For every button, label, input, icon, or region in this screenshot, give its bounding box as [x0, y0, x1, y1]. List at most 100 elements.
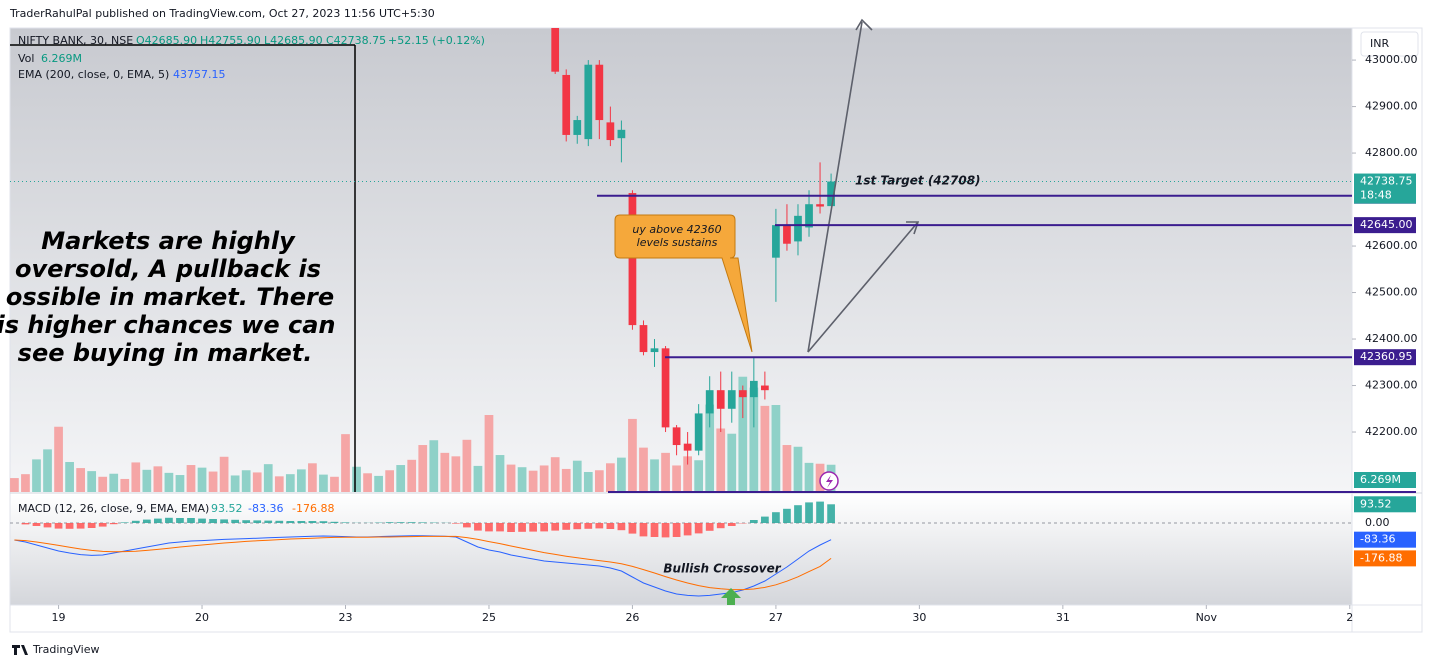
level-tag: 42645.00 — [1360, 218, 1413, 231]
candle-body — [650, 348, 659, 353]
currency-button[interactable] — [1360, 31, 1419, 57]
volume-bar — [528, 470, 538, 492]
level-tag-bg — [1354, 217, 1416, 234]
callout-text: uy above 42360 — [632, 223, 721, 236]
y-tick-label: 42200.00 — [1365, 425, 1418, 438]
volume-bar — [594, 470, 604, 492]
y-tick-label: 42400.00 — [1365, 332, 1418, 345]
note-line: see buying in market. — [18, 339, 313, 367]
y-tick-label: 43000.00 — [1365, 53, 1418, 66]
volume-bar — [793, 446, 803, 492]
note-line: is higher chances we can — [0, 311, 335, 339]
hist-tag-bg — [1354, 496, 1416, 513]
macd-line — [14, 535, 832, 597]
volume-bar — [606, 463, 615, 492]
volume-bar — [252, 472, 262, 492]
histogram-bar — [451, 523, 460, 524]
volume-bar — [230, 475, 240, 492]
arrow — [807, 221, 920, 353]
volume-bar — [473, 465, 483, 492]
histogram-bar — [220, 519, 228, 523]
volume-bar — [672, 465, 681, 492]
volume-bar — [274, 476, 284, 492]
note-line: oversold, A pullback is — [15, 255, 321, 283]
volume-bar — [683, 456, 692, 492]
publisher: TraderRahulPal published on TradingView.… — [9, 7, 435, 20]
footer-brand: TradingView — [32, 643, 99, 656]
volume-tag: 6.269M — [1360, 473, 1401, 486]
histogram-bar — [783, 508, 791, 523]
volume-bar — [363, 473, 372, 492]
volume-bar — [319, 474, 328, 492]
histogram-bar — [198, 518, 206, 523]
volume-bar — [407, 459, 417, 492]
level-tag: 42360.95 — [1360, 350, 1413, 363]
candle-body — [672, 427, 681, 446]
volume-bar — [32, 459, 41, 492]
axes: 43000.00 42900.00 42800.00 42600.00 42500.00… — [52, 53, 1418, 624]
volume-bar — [186, 465, 196, 492]
histogram-bar — [551, 523, 560, 531]
histogram-bar — [65, 523, 74, 529]
volume-bar — [219, 456, 229, 492]
volume-bar — [804, 462, 814, 492]
volume-bar — [462, 439, 472, 492]
candle-body — [738, 390, 747, 398]
histogram-bar — [772, 512, 780, 523]
histogram-bar — [617, 523, 626, 531]
histogram-bar — [418, 522, 427, 523]
histogram-bar — [628, 523, 637, 534]
volume-bar — [694, 460, 704, 492]
volume-bar — [484, 415, 494, 492]
signal-line — [14, 535, 832, 591]
volume-bar — [506, 464, 516, 492]
histogram-bar — [827, 504, 835, 523]
histogram-bar — [142, 519, 151, 523]
logo — [12, 645, 28, 655]
volume-bar — [517, 467, 527, 492]
candle-body — [705, 390, 714, 414]
volume-bar — [572, 460, 582, 492]
volume-bar — [65, 461, 74, 492]
volume-bar — [639, 447, 648, 492]
volume-bar — [164, 472, 174, 492]
volume-bar — [197, 467, 207, 492]
volume-bar — [263, 464, 273, 492]
histogram-bar — [727, 523, 736, 526]
histogram-bar — [176, 518, 184, 523]
candle-body — [727, 390, 736, 409]
crossover-arrow — [721, 588, 741, 605]
x-tick-label: 30 — [912, 611, 926, 624]
volume-bar — [617, 457, 626, 492]
volume-bar — [308, 463, 317, 492]
x-tick-label: 23 — [339, 611, 353, 624]
histogram-bar — [98, 523, 107, 527]
histogram-bar — [672, 523, 681, 537]
histogram-bar — [606, 523, 615, 529]
candle-body — [827, 181, 835, 207]
histogram-bar — [21, 523, 30, 525]
candle-body — [694, 413, 703, 451]
volume-bar — [374, 475, 383, 492]
histogram-bar — [540, 523, 549, 532]
histogram-bar — [694, 523, 703, 534]
histogram-bar — [639, 523, 648, 537]
candle-body — [639, 325, 648, 353]
histogram-bar — [794, 505, 802, 523]
volume-bar — [385, 470, 395, 492]
price-pane — [10, 28, 1352, 492]
last-price-tag — [1354, 173, 1416, 204]
volume-bar — [142, 469, 152, 492]
target-label: 1st Target (42708) — [855, 174, 981, 188]
histogram-bar — [584, 523, 593, 529]
histogram-bar — [308, 521, 317, 523]
x-tick-label: Nov — [1196, 611, 1218, 624]
volume-bar — [87, 471, 97, 492]
legend-vol-value: 6.269M — [41, 52, 82, 65]
callout-text: levels sustains — [637, 236, 718, 249]
note-line: ossible in market. There — [6, 283, 334, 311]
volume-bar — [76, 468, 85, 492]
volume-bar — [131, 462, 141, 492]
volume-bar — [440, 452, 450, 492]
